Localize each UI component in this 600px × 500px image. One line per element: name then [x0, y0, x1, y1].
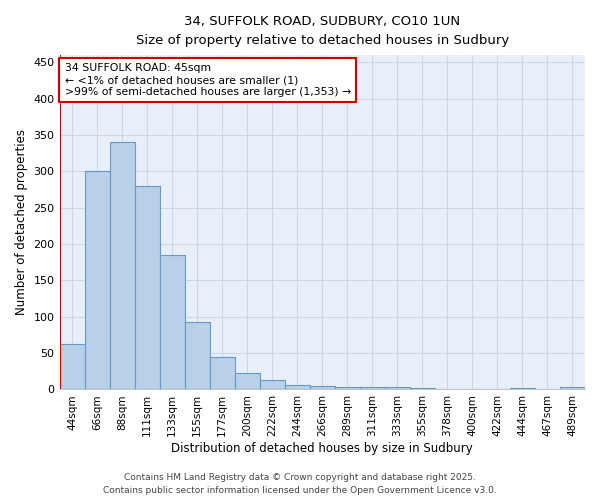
Bar: [335, 386, 360, 390]
Bar: [134, 186, 160, 390]
Bar: [260, 380, 285, 390]
Bar: [209, 357, 235, 390]
Bar: [510, 388, 535, 390]
Bar: [110, 142, 134, 390]
Text: Contains HM Land Registry data © Crown copyright and database right 2025.
Contai: Contains HM Land Registry data © Crown c…: [103, 474, 497, 495]
Bar: [560, 386, 585, 390]
Bar: [185, 322, 209, 390]
Bar: [85, 172, 110, 390]
Bar: [435, 388, 460, 390]
Bar: [410, 388, 435, 390]
Bar: [285, 385, 310, 390]
Bar: [360, 386, 385, 390]
Y-axis label: Number of detached properties: Number of detached properties: [15, 130, 28, 316]
X-axis label: Distribution of detached houses by size in Sudbury: Distribution of detached houses by size …: [172, 442, 473, 455]
Bar: [310, 386, 335, 390]
Title: 34, SUFFOLK ROAD, SUDBURY, CO10 1UN
Size of property relative to detached houses: 34, SUFFOLK ROAD, SUDBURY, CO10 1UN Size…: [136, 15, 509, 47]
Bar: [59, 344, 85, 390]
Text: 34 SUFFOLK ROAD: 45sqm
← <1% of detached houses are smaller (1)
>99% of semi-det: 34 SUFFOLK ROAD: 45sqm ← <1% of detached…: [65, 64, 351, 96]
Bar: [160, 255, 185, 390]
Bar: [235, 372, 260, 390]
Bar: [385, 388, 410, 390]
